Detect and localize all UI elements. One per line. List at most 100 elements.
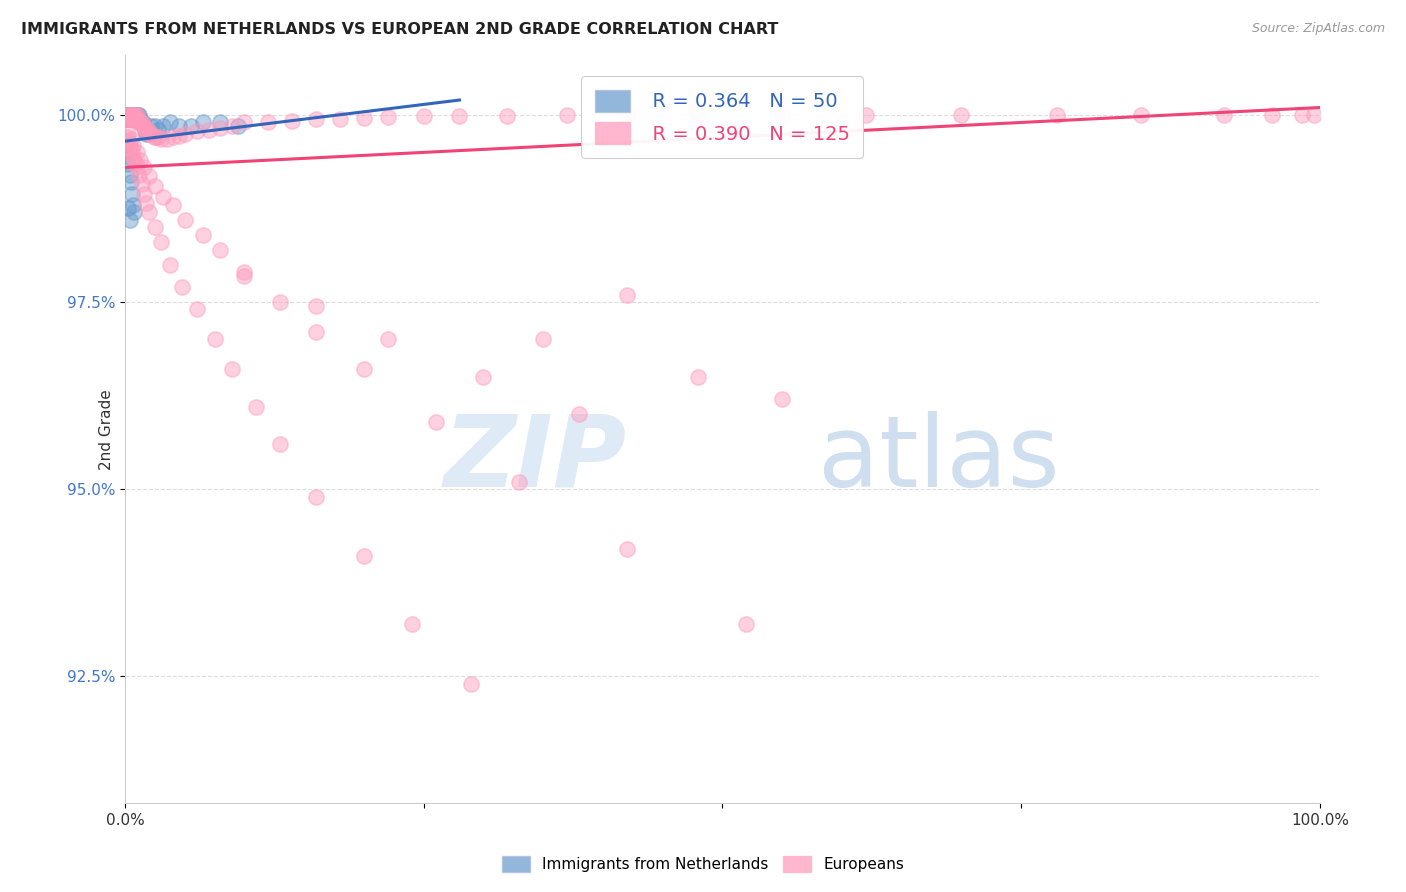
Point [118,108,141,122]
Point [125,108,148,122]
Point [117,112,139,126]
Point [117,134,139,148]
Point [135,123,157,137]
Point [117,108,139,122]
Point [162,198,184,212]
Point [162,130,184,145]
Point [132,161,155,175]
Point [117,108,139,122]
Point [1213,108,1236,122]
Point [121,186,143,201]
Text: ZIP: ZIP [444,410,627,508]
Point [191,227,214,242]
Point [128,112,150,126]
Point [186,302,208,317]
Point [121,145,143,160]
Point [122,108,145,122]
Point [688,108,710,122]
Point [132,119,155,133]
Point [124,205,146,219]
Point [152,119,174,133]
Point [228,119,250,133]
Point [1261,108,1284,122]
Point [122,137,145,152]
Point [353,362,375,376]
Point [124,112,146,126]
Point [472,369,495,384]
Point [122,112,145,126]
Point [950,108,973,122]
Point [125,108,148,122]
Point [124,112,146,126]
Point [616,541,638,556]
Point [305,490,328,504]
Point [138,169,160,184]
Point [460,676,482,690]
Point [120,175,142,189]
Point [172,280,194,294]
Point [124,112,146,126]
Point [191,115,214,129]
Point [616,108,638,122]
Point [118,112,141,126]
Point [1129,108,1152,122]
Point [167,128,190,143]
Point [305,325,328,339]
Point [233,115,256,129]
Point [129,153,152,167]
Point [121,112,143,126]
Point [122,112,145,126]
Point [129,115,152,129]
Point [117,156,139,170]
Point [128,108,150,122]
Point [135,196,157,211]
Point [124,108,146,122]
Point [125,112,148,126]
Point [143,220,166,235]
Point [122,149,145,163]
Point [115,108,138,122]
Point [131,115,153,129]
Point [127,112,149,126]
Point [688,369,710,384]
Point [142,130,165,145]
Point [124,108,146,122]
Point [128,115,150,129]
Point [127,108,149,122]
Point [122,108,145,122]
Point [117,202,139,216]
Point [159,115,181,129]
Point [616,287,638,301]
Point [117,112,139,126]
Point [209,243,232,257]
Point [118,137,141,152]
Point [141,127,163,141]
Point [1046,108,1069,122]
Point [221,362,243,376]
Point [555,108,578,122]
Point [117,108,139,122]
Point [131,115,153,129]
Point [138,127,160,141]
Point [148,130,170,145]
Point [115,137,138,152]
Point [204,333,226,347]
Point [156,132,179,146]
Point [125,161,148,175]
Point [117,130,139,145]
Point [412,110,434,124]
Point [121,112,143,126]
Point [124,153,146,167]
Point [209,115,232,129]
Point [115,108,138,122]
Point [120,108,142,122]
Point [120,112,142,126]
Point [159,258,181,272]
Point [281,114,304,128]
Point [132,186,155,201]
Point [124,108,146,122]
Point [117,112,139,126]
Point [124,112,146,126]
Text: IMMIGRANTS FROM NETHERLANDS VS EUROPEAN 2ND GRADE CORRELATION CHART: IMMIGRANTS FROM NETHERLANDS VS EUROPEAN … [21,22,779,37]
Point [117,108,139,122]
